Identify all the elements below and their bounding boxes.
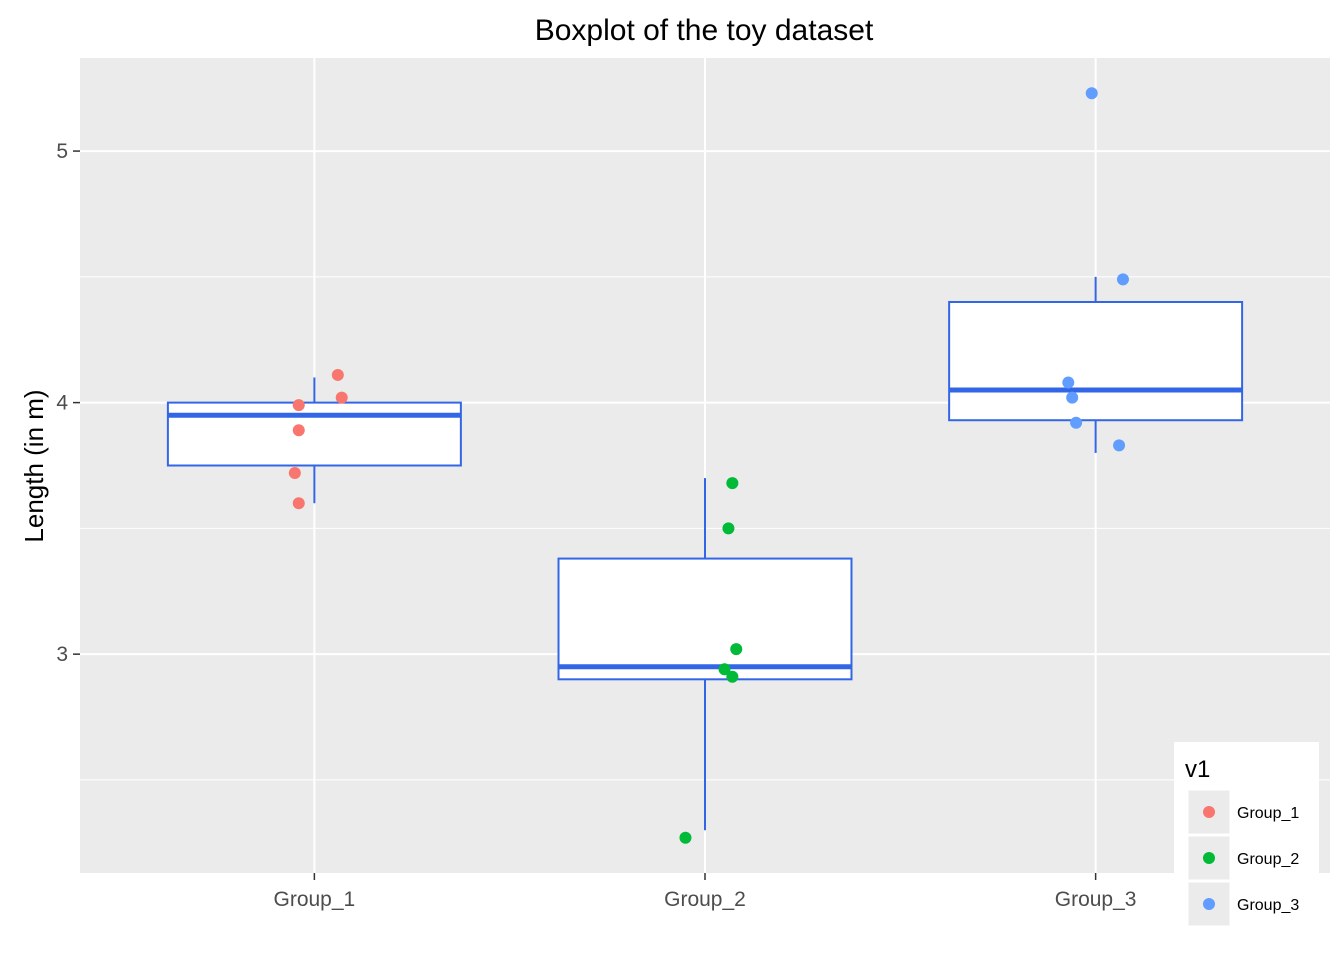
data-point bbox=[679, 831, 692, 844]
data-point bbox=[726, 670, 739, 683]
data-point bbox=[730, 643, 743, 656]
y-axis-label: Length (in m) bbox=[19, 389, 49, 542]
box-body bbox=[557, 557, 853, 681]
legend-label: Group_1 bbox=[1237, 805, 1299, 822]
legend-label: Group_3 bbox=[1237, 897, 1299, 914]
data-point bbox=[288, 467, 301, 480]
x-tick-label: Group_3 bbox=[1055, 888, 1137, 911]
legend-title: v1 bbox=[1185, 756, 1210, 783]
y-tick-label: 3 bbox=[56, 643, 68, 666]
data-point bbox=[722, 522, 735, 535]
data-point bbox=[292, 399, 305, 412]
legend-key-point bbox=[1203, 852, 1215, 864]
data-point bbox=[726, 477, 739, 490]
legend-keys: Group_1 Group_2 Group_3 bbox=[1187, 789, 1299, 927]
data-point bbox=[1116, 273, 1129, 286]
data-point bbox=[1085, 87, 1098, 100]
data-point bbox=[331, 368, 344, 381]
box-layer bbox=[166, 276, 1244, 831]
data-point bbox=[1070, 416, 1083, 429]
x-tick-label: Group_1 bbox=[274, 888, 356, 911]
y-tick-label: 4 bbox=[56, 392, 68, 415]
legend-label: Group_2 bbox=[1237, 851, 1299, 868]
data-point bbox=[1066, 391, 1079, 404]
data-point bbox=[292, 424, 305, 437]
box-body bbox=[948, 300, 1244, 422]
legend-key-point bbox=[1203, 806, 1215, 818]
data-point bbox=[292, 497, 305, 510]
data-point bbox=[1113, 439, 1126, 452]
legend: v1 Group_1 Group_2 Group_3 bbox=[1174, 742, 1319, 928]
data-point bbox=[718, 663, 731, 676]
data-point bbox=[1062, 376, 1075, 389]
axis-layer: 3 4 5 Group_1 Group_2 Group_3 bbox=[56, 140, 1136, 911]
box-body bbox=[166, 401, 462, 467]
x-tick-label: Group_2 bbox=[664, 888, 746, 911]
point-layer bbox=[288, 87, 1129, 844]
legend-key-point bbox=[1203, 898, 1215, 910]
data-point bbox=[335, 391, 348, 404]
chart-title: Boxplot of the toy dataset bbox=[535, 14, 874, 47]
y-tick-label: 5 bbox=[56, 140, 68, 163]
